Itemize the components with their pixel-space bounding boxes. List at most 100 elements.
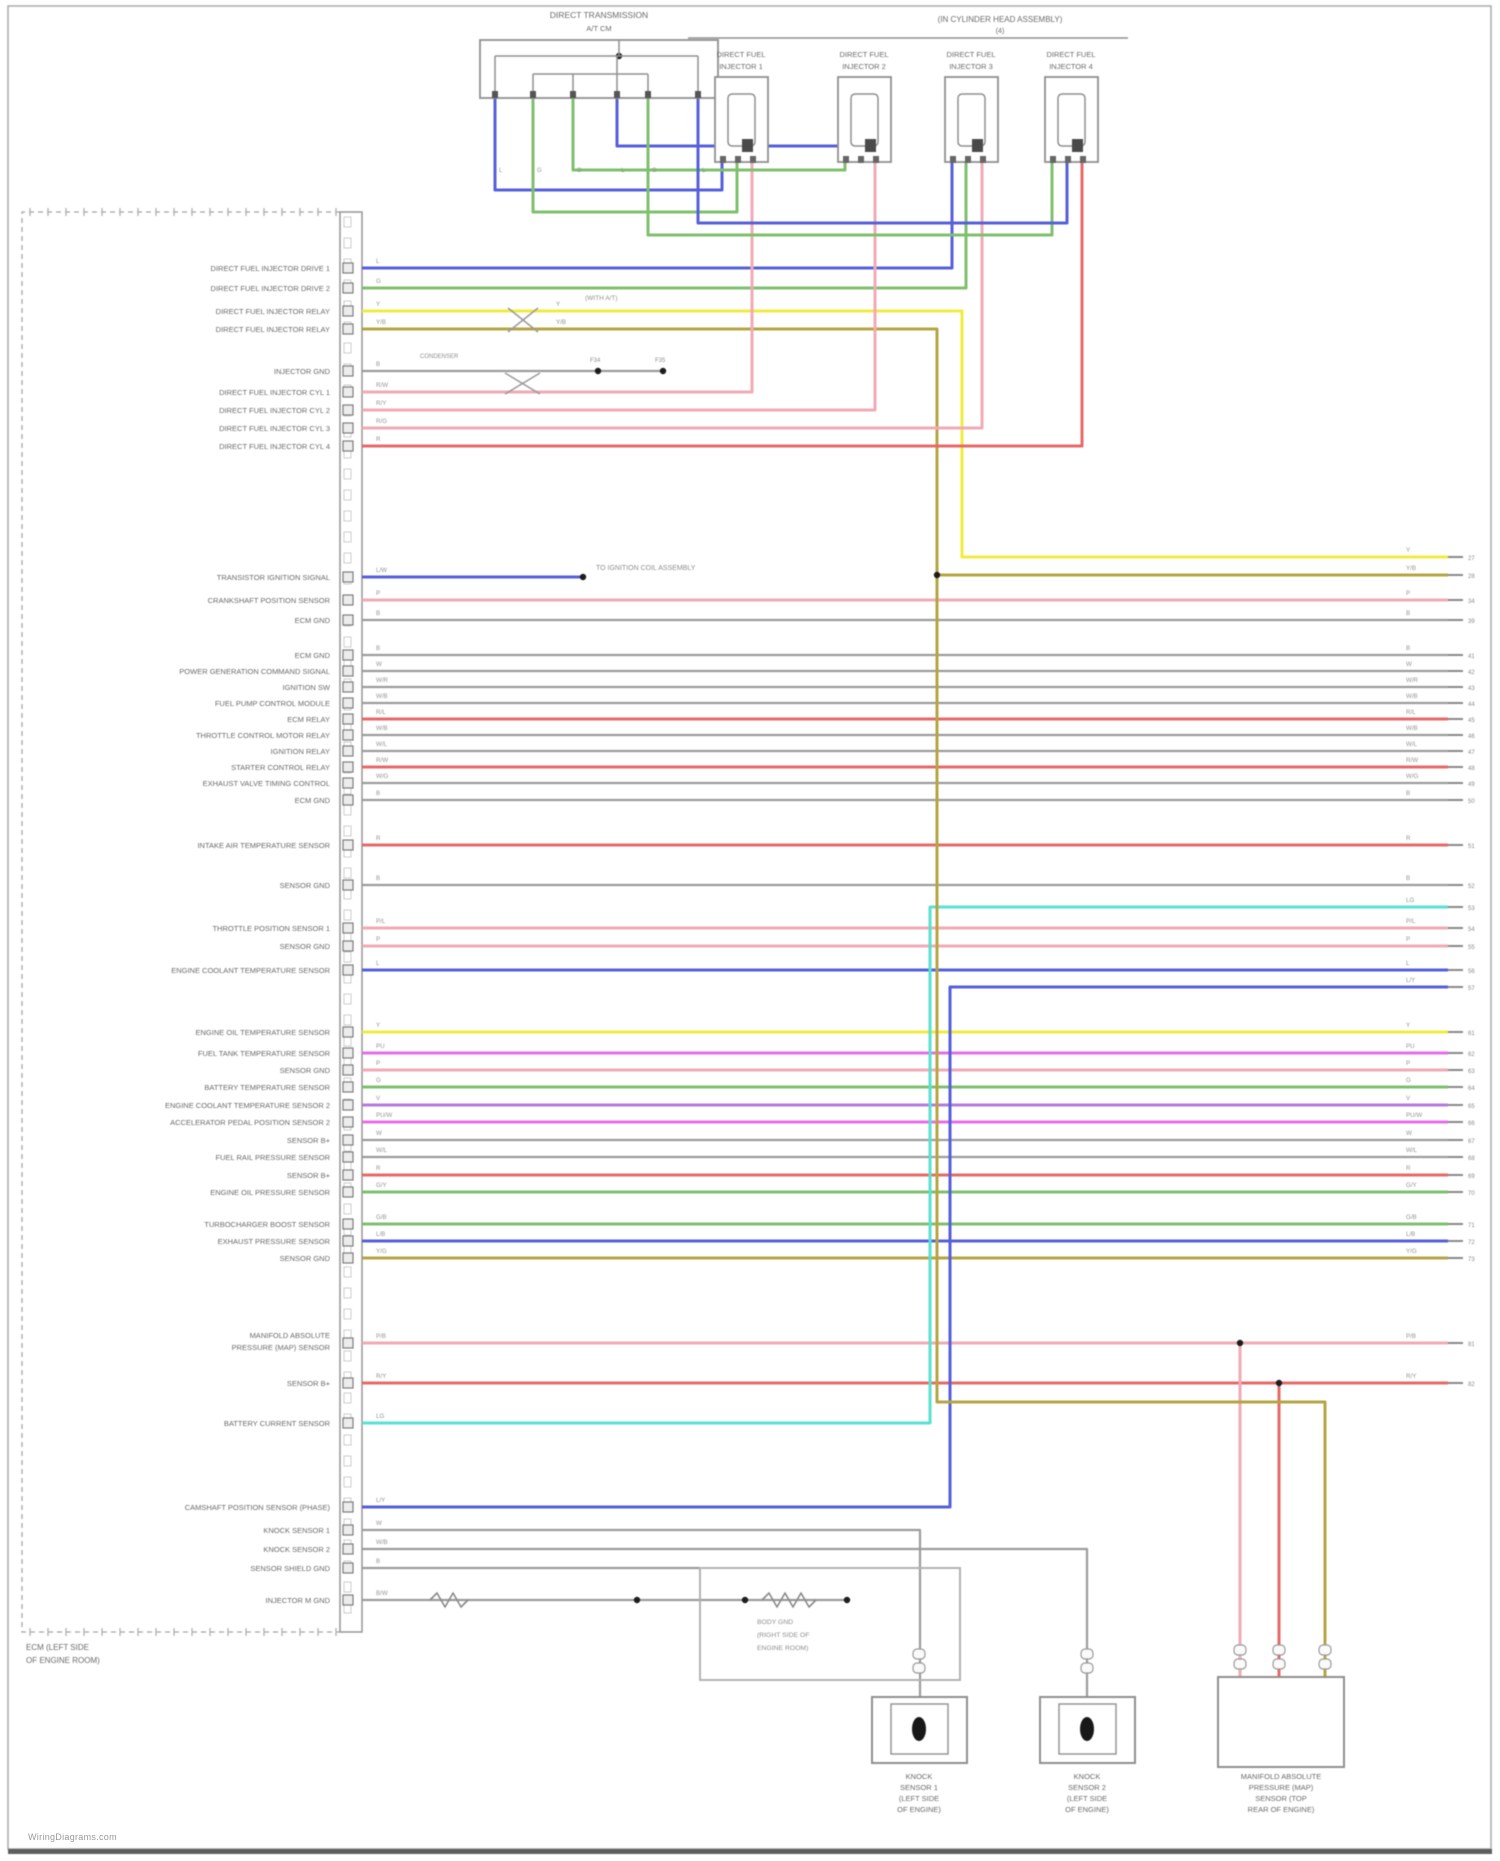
wire-code: L (376, 960, 380, 967)
edge-pin-number: 27 (1468, 556, 1475, 562)
wire-code: Y/G (376, 1248, 387, 1255)
wire-code: R/L (376, 709, 386, 716)
wire-code: L/Y (1406, 977, 1415, 984)
pin-used (342, 922, 354, 934)
wire-code: W/L (376, 741, 388, 748)
ecm-dashed-outline (21, 211, 340, 1633)
sensor-label: (LEFT SIDE (1067, 1794, 1107, 1803)
resistor-zigzag (761, 1592, 817, 1608)
sensor-label: KNOCK (1074, 1772, 1101, 1781)
pin-slot (343, 1014, 352, 1026)
wire-code: R/G (376, 418, 387, 425)
pin-used (342, 1151, 354, 1163)
ecm-pin-label: IGNITION SW (283, 683, 331, 692)
pin-slot (343, 1392, 352, 1404)
wire-code: L/Y (376, 1497, 385, 1504)
bus-pin (492, 91, 498, 98)
edge-pin-number: 50 (1468, 799, 1475, 805)
pin-slot (343, 993, 352, 1005)
edge-pin-number: 81 (1468, 1342, 1475, 1348)
pin-used (342, 1169, 354, 1181)
ecm-pin-label: IGNITION RELAY (271, 747, 330, 756)
ecm-pin-label: DIRECT FUEL INJECTOR DRIVE 1 (211, 264, 330, 273)
wire-branch (493, 98, 724, 192)
ecm-pin-label: KNOCK SENSOR 1 (263, 1526, 330, 1535)
annotation: Y (556, 301, 560, 308)
wire-code: L/B (376, 1231, 385, 1238)
junction-dot (741, 1596, 749, 1604)
pin-used (342, 1134, 354, 1146)
edge-pin-number: 43 (1468, 686, 1475, 692)
connector-bump (1318, 1644, 1332, 1656)
wire-code: V (376, 1095, 381, 1102)
wire-code: G/B (376, 1214, 387, 1221)
wire-code: Y (376, 301, 380, 308)
pin-used (342, 440, 354, 452)
pin-used (342, 282, 354, 294)
injector-pin (1065, 156, 1071, 163)
pin-used (342, 697, 354, 709)
ecm-pin-label: DIRECT FUEL INJECTOR CYL 3 (219, 424, 330, 433)
pin-used (342, 1524, 354, 1536)
wire-code: G (1406, 1077, 1411, 1084)
wire-code: P/B (1406, 1333, 1416, 1340)
pin-used (342, 1116, 354, 1128)
injector-label-line2: INJECTOR 4 (1049, 62, 1093, 71)
wire-code: R/L (1406, 709, 1416, 716)
injector-inner (727, 93, 756, 147)
connector-bump (1233, 1644, 1247, 1656)
sensor-label: SENSOR (TOP (1255, 1794, 1307, 1803)
ecm-pin-label: SENSOR SHIELD GND (250, 1564, 330, 1573)
wire-code: R (1406, 1165, 1411, 1172)
wire-code: P/L (1406, 918, 1416, 925)
wire-code: W (376, 661, 382, 668)
edge-pin-number: 54 (1468, 927, 1475, 933)
injector-pin (980, 156, 986, 163)
top-box-title-line2: A/T CM (586, 24, 611, 33)
wire-code: PU (376, 1043, 385, 1050)
ecm-pin-label: DIRECT FUEL INJECTOR RELAY (216, 307, 330, 316)
pin-slot (343, 1203, 352, 1215)
top-bus-box: DIRECT TRANSMISSION A/T CM L G G L G L (479, 10, 719, 174)
wire-code: G/B (1406, 1214, 1417, 1221)
wire-code: B (1406, 875, 1410, 882)
wire-code: G (376, 278, 381, 285)
wire-code: W (376, 1130, 382, 1137)
injector-pin (1080, 156, 1086, 163)
ecm-pin-label: ENGINE COOLANT TEMPERATURE SENSOR 2 (165, 1101, 330, 1110)
wire-row (362, 1528, 922, 1697)
wire-row (362, 905, 1448, 1425)
wire-code: W/B (376, 725, 388, 732)
wire-code: W/B (1406, 725, 1418, 732)
wire-code: Y/B (376, 319, 386, 326)
pin-used (342, 940, 354, 952)
junction-dot (843, 1596, 851, 1604)
wire-code: R/Y (1406, 1373, 1416, 1380)
pin-used (342, 1337, 354, 1349)
bus-pin (614, 91, 620, 98)
junction-dot (1236, 1339, 1244, 1347)
wire-code: W (376, 1520, 382, 1527)
junction-dot (659, 367, 667, 375)
injector-label-line2: INJECTOR 3 (949, 62, 993, 71)
wire-code: R (376, 1165, 381, 1172)
injector-pin (750, 156, 756, 163)
ecm-pin-label: DIRECT FUEL INJECTOR RELAY (216, 325, 330, 334)
junction-dot (1275, 1379, 1283, 1387)
annotation: CONDENSER (420, 354, 459, 360)
wire-row (362, 162, 877, 412)
ecm-pin-label: DIRECT FUEL INJECTOR CYL 4 (219, 442, 330, 451)
wire-code: P (376, 1060, 380, 1067)
injector-valve-mark (1072, 139, 1083, 152)
injector: DIRECT FUEL INJECTOR 3 (944, 50, 999, 163)
ecm-pin-label: INJECTOR M GND (266, 1596, 331, 1605)
ecm-pin-label: PRESSURE (MAP) SENSOR (232, 1343, 331, 1352)
ecm-pin-label: ENGINE OIL PRESSURE SENSOR (210, 1188, 330, 1197)
ecm-pin-label: ENGINE OIL TEMPERATURE SENSOR (196, 1028, 331, 1037)
wire-code: G/Y (376, 1182, 387, 1189)
connector-bump (1272, 1658, 1286, 1670)
bus-pin (570, 91, 576, 98)
connector-bump (1080, 1662, 1094, 1674)
annotation: TO IGNITION COIL ASSEMBLY (596, 565, 696, 572)
